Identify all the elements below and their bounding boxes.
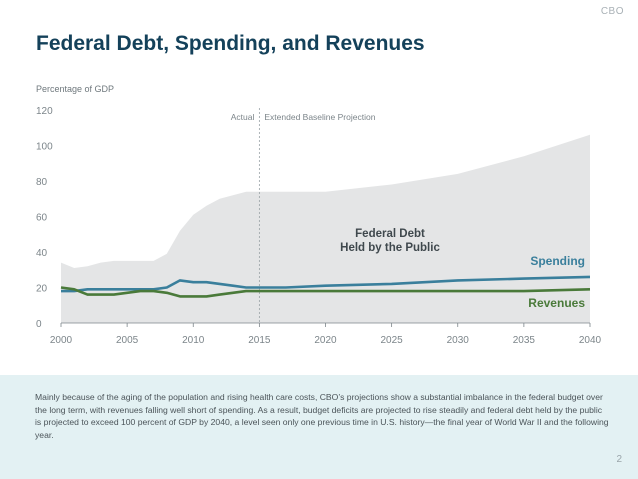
x-tick-label: 2035 (513, 335, 536, 346)
debt-spending-revenues-chart: Percentage of GDP Actual Extended Baselin… (36, 84, 602, 346)
y-tick-label: 80 (36, 177, 48, 188)
revenues-label: Revenues (528, 296, 585, 310)
caption-panel: Mainly because of the aging of the popul… (0, 375, 638, 479)
x-tick-label: 2015 (248, 335, 271, 346)
caption-text: Mainly because of the aging of the popul… (35, 392, 609, 440)
x-tick-label: 2010 (182, 335, 205, 346)
y-tick-label: 20 (36, 284, 48, 295)
chart-container: Percentage of GDP Actual Extended Baselin… (0, 72, 638, 372)
x-tick-label: 2030 (447, 335, 470, 346)
debt-area (61, 134, 590, 323)
x-tick-label: 2005 (116, 335, 139, 346)
y-tick-label: 0 (36, 319, 42, 330)
spending-label: Spending (530, 254, 585, 268)
debt-label-line1: Federal Debt (355, 228, 425, 240)
debt-label-line2: Held by the Public (340, 242, 440, 254)
x-tick-label: 2000 (50, 335, 73, 346)
y-tick-label: 60 (36, 213, 48, 224)
page-title: Federal Debt, Spending, and Revenues (36, 32, 425, 55)
y-axis-label: Percentage of GDP (36, 84, 114, 94)
page-number: 2 (616, 454, 622, 465)
y-tick-label: 40 (36, 248, 48, 259)
x-tick-label: 2040 (579, 335, 602, 346)
y-tick-label: 100 (36, 142, 53, 153)
y-tick-label: 120 (36, 106, 53, 117)
actual-label: Actual (231, 112, 255, 122)
brand-logo-text: CBO (600, 6, 624, 17)
x-tick-label: 2025 (381, 335, 404, 346)
projection-label: Extended Baseline Projection (264, 112, 375, 122)
spending-line (61, 275, 591, 293)
x-tick-label: 2020 (314, 335, 337, 346)
revenues-line (60, 286, 591, 298)
